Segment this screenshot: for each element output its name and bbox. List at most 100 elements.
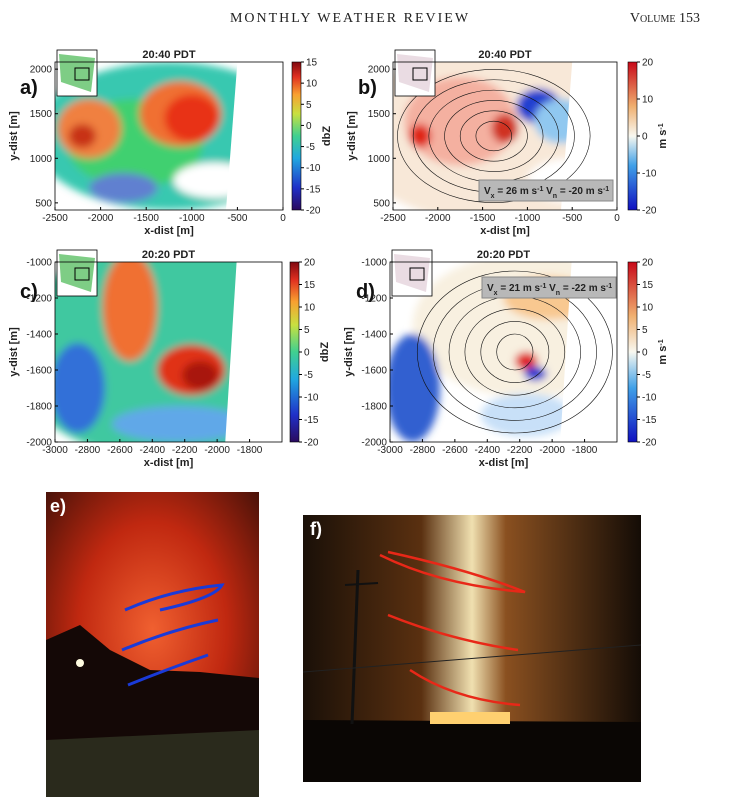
y-axis-label: y-dist [m] [346,111,358,161]
x-axis-label: x-dist [m] [144,457,194,469]
echo [102,262,158,361]
colorbar-tick-label: -20 [642,438,657,449]
x-tick-label: -2600 [107,445,133,456]
colorbar-tick-label: 5 [304,325,310,336]
y-tick-label: -1000 [361,258,387,269]
echo [514,352,538,370]
contour [444,100,544,172]
x-tick-label: -2000 [88,213,114,224]
colorbar-unit: m s-1 [657,123,669,148]
y-tick-label: -1400 [361,330,387,341]
photo-f: f) [302,515,642,782]
echo [404,76,517,166]
panel-title: 20:20 PDT [477,249,530,261]
scan-edge [226,62,283,210]
colorbar-tick-label: 0 [642,348,648,359]
contour [475,120,513,152]
radar-image [55,62,283,210]
annotation-part: V [487,283,494,294]
unit-part: dbZ [321,126,333,146]
annotation-part: -1 [606,283,612,290]
annotation-part: V [484,186,491,197]
x-tick-label: -1000 [179,213,205,224]
y-axis-label: y-dist [m] [8,327,20,377]
y-tick-label: -1800 [26,402,52,413]
panel-label: d) [356,281,375,303]
inset-box [409,267,425,281]
scan-edge [225,262,282,442]
colorbar-tick-label: 10 [642,95,654,106]
contour [496,333,534,371]
inset-box [412,67,428,81]
colorbar-unit: m s-1 [657,339,669,364]
colorbar-tick-label: -5 [304,370,313,381]
contour [459,110,528,162]
unit-part: m s [657,346,669,365]
x-tick-label: -2000 [204,445,230,456]
inset-box [74,267,90,281]
echo [523,366,547,381]
y-tick-label: 1500 [30,109,53,120]
x-tick-label: -3000 [377,445,403,456]
y-tick-label: -1200 [26,294,52,305]
colorbar [627,61,638,211]
x-axis-label: x-dist [m] [479,457,529,469]
plot-frame [389,261,618,443]
colorbar-tick-label: 5 [306,100,312,111]
photo-label: f) [310,519,322,539]
annotation-part: V [546,283,556,294]
colorbar-tick-label: 20 [304,258,316,269]
colorbar-tick-label: -20 [642,206,657,217]
plot-frame [54,261,283,443]
colorbar-tick-label: 5 [642,325,648,336]
colorbar-tick-label: -15 [642,415,657,426]
colorbar-tick-label: -15 [304,415,319,426]
echo [68,124,97,148]
colorbar-tick-label: 20 [642,58,654,69]
annotation-part: x [491,193,495,200]
x-tick-label: -2400 [474,445,500,456]
annotation-part: = 21 m s [498,283,541,294]
x-tick-label: -2000 [425,213,451,224]
x-tick-label: -1800 [572,445,598,456]
inset-sector [397,54,433,92]
y-tick-label: 1000 [368,154,391,165]
x-tick-label: 0 [280,213,286,224]
plot-frame [392,61,618,211]
colorbar-tick-label: -15 [306,184,321,195]
echo [164,94,220,142]
inset-box [74,67,90,81]
contour [397,69,591,203]
x-tick-label: -2800 [410,445,436,456]
annotation: Vx = 21 m s-1 Vn = -22 m s-1 [487,283,612,297]
colorbar-tick-label: 10 [306,79,318,90]
echo [480,393,572,437]
colorbar-tick-label: 0 [306,121,312,132]
y-tick-label: 500 [373,198,390,209]
x-tick-label: -2200 [507,445,533,456]
inset-sector [394,254,430,292]
scan-edge [561,62,617,210]
x-tick-label: -2400 [139,445,165,456]
panel-label: b) [358,77,377,99]
x-tick-label: 0 [614,213,620,224]
annotation-box [481,276,617,299]
x-axis-label: x-dist [m] [144,225,194,237]
y-tick-label: 2000 [368,65,391,76]
journal-title: MONTHLY WEATHER REVIEW [230,11,470,26]
colorbar-tick-label: -5 [306,142,315,153]
colorbar-tick-label: 15 [306,58,318,69]
inset-sector [59,254,95,292]
y-axis-label: y-dist [m] [343,327,355,377]
x-tick-label: -1500 [470,213,496,224]
echo [55,343,105,433]
panel-title: 20:40 PDT [478,49,531,61]
y-tick-label: -1800 [361,402,387,413]
colorbar-tick-label: 0 [304,348,310,359]
y-tick-label: 1500 [368,109,391,120]
x-tick-label: -500 [227,213,247,224]
annotation-part: = 26 m s [495,186,538,197]
annotation-part: -1 [537,186,543,193]
contour [416,270,613,434]
